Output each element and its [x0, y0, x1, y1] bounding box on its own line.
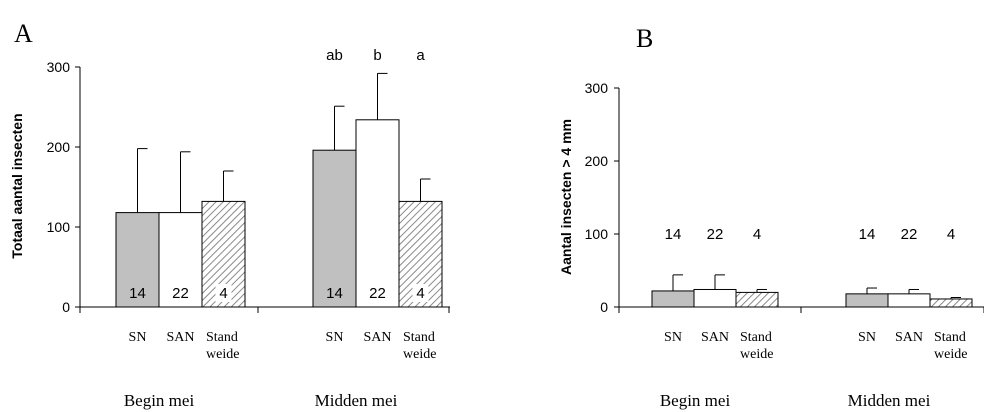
- panel-a-bar: [115, 212, 160, 308]
- panel-a-ylabel: Totaal aantal insecten: [9, 113, 25, 258]
- panel-b-n-label: 4: [947, 226, 955, 243]
- panel-b-bar: [735, 291, 779, 308]
- panel-b-bar: [887, 293, 931, 308]
- panel-a-y-tick-label: 300: [47, 59, 71, 75]
- panel-a-significance-label: ab: [326, 47, 343, 64]
- panel-a-y-tick-label: 0: [62, 299, 70, 315]
- panel-b-category-label: SN: [664, 330, 682, 345]
- panel-a-n-label: 14: [129, 285, 146, 302]
- panel-a-category-label: SN: [129, 330, 147, 345]
- panel-a-n-label: 22: [369, 285, 386, 302]
- panel-b-y-tick-label: 0: [600, 299, 608, 315]
- panel-b-n-label: 22: [901, 226, 918, 243]
- panel-a-category-label: weide: [206, 347, 239, 362]
- panel-a-bar: [355, 119, 400, 308]
- panel-a-group-2-label: Midden mei: [315, 391, 398, 410]
- panel-a-n-label: 4: [219, 285, 227, 302]
- panel-a-category-label: Stand: [403, 330, 435, 345]
- panel-b-bar: [929, 298, 973, 308]
- panel-b-bar: [651, 290, 695, 308]
- panel-a-group-1-label: Begin mei: [124, 391, 195, 410]
- panel-a-n-label-bg: [412, 284, 429, 302]
- panel-a-n-label-bg: [215, 284, 232, 302]
- panel-b-group-1-label: Begin mei: [660, 391, 731, 410]
- panel-b-y-tick-label: 300: [585, 80, 609, 96]
- panel-a-category-label: Stand: [206, 330, 238, 345]
- panel-b-y-tick-label: 200: [585, 153, 609, 169]
- panel-b-n-label: 14: [665, 226, 682, 243]
- panel-a-n-label: 22: [172, 285, 189, 302]
- panel-b-bar: [845, 293, 889, 308]
- panel-a-plot: 0 100 200 300 14 SN 22 SAN 4 Stand weide 14 ab SN 22 b S…: [47, 47, 450, 362]
- panel-b-n-label: 22: [707, 226, 724, 243]
- panel-a-n-label: 14: [326, 285, 343, 302]
- panel-b-category-label: weide: [934, 347, 967, 362]
- panel-a-y-tick-label: 200: [47, 139, 71, 155]
- panel-b-category-label: Stand: [934, 330, 966, 345]
- panel-a-category-label: SAN: [363, 330, 391, 345]
- panel-b-category-label: SAN: [701, 330, 729, 345]
- panel-a-bar: [312, 149, 357, 308]
- panel-b-ylabel: Aantal insecten > 4 mm: [558, 119, 574, 275]
- panel-b-label: B: [636, 24, 653, 53]
- panel-b-plot: 0 100 200 300 14 SN 22 SAN 4 Stand weide 14 SN 22 SAN 4…: [585, 80, 984, 362]
- panel-a-category-label: SN: [326, 330, 344, 345]
- panel-b-category-label: SN: [858, 330, 876, 345]
- panel-b-category-label: Stand: [740, 330, 772, 345]
- panel-b-n-label: 4: [753, 226, 761, 243]
- panel-b-n-label: 14: [859, 226, 876, 243]
- panel-a-significance-label: b: [373, 47, 381, 64]
- panel-b-category-label: SAN: [895, 330, 923, 345]
- panel-b-category-label: weide: [740, 347, 773, 362]
- panel-b-group-2-label: Midden mei: [848, 391, 931, 410]
- panel-b-y-tick-label: 100: [585, 226, 609, 242]
- panel-a-n-label: 4: [416, 285, 424, 302]
- panel-a-bar: [158, 212, 203, 308]
- panel-a-y-tick-label: 100: [47, 219, 71, 235]
- panel-a-label: A: [14, 19, 33, 48]
- panel-a-category-label: SAN: [166, 330, 194, 345]
- panel-b-bar: [693, 288, 737, 308]
- panel-a-significance-label: a: [416, 47, 425, 64]
- panel-a-category-label: weide: [403, 347, 436, 362]
